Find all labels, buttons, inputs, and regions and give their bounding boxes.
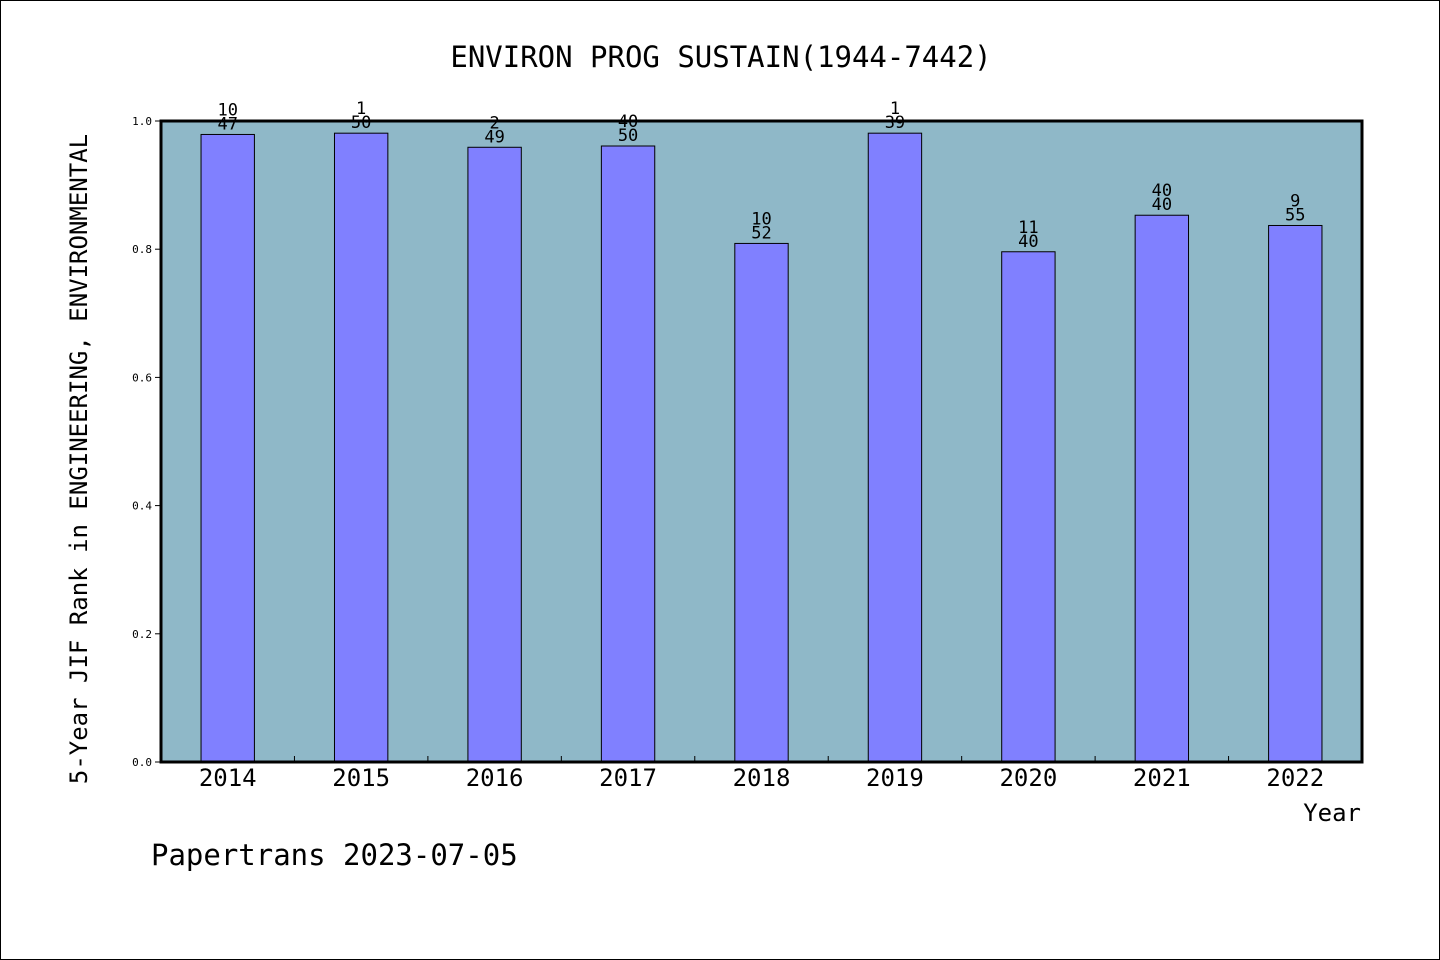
bar-label-bottom-2019: 39 bbox=[885, 113, 905, 133]
y-tick-label: 0.2 bbox=[132, 628, 152, 641]
bar-label-top-2015: 1 bbox=[356, 99, 366, 119]
x-tick-label-2017: 2017 bbox=[599, 764, 657, 792]
bar-label-bottom-2014: 47 bbox=[217, 114, 237, 134]
bar-label-bottom-2020: 40 bbox=[1018, 232, 1038, 252]
bars-layer bbox=[200, 132, 1323, 763]
bar-label-top-2021: 40 bbox=[1152, 181, 1172, 201]
y-tick-label: 1.0 bbox=[132, 115, 152, 128]
y-tick-label: 0.4 bbox=[132, 500, 152, 513]
bar-label-bottom-2017: 50 bbox=[618, 126, 638, 146]
axis-ticks-layer: 2014 2015 2016 2017 2018 2019 2020 2021 2022 0.0 0… bbox=[132, 115, 1324, 792]
bar-label-top-2022: 9 bbox=[1290, 191, 1300, 211]
bar-2018 bbox=[734, 242, 789, 763]
x-axis-label: Year bbox=[1303, 799, 1361, 827]
bar-2021 bbox=[1134, 214, 1190, 763]
y-tick-label: 0.0 bbox=[132, 756, 152, 769]
bar-label-top-2019: 1 bbox=[890, 99, 900, 119]
x-tick-label-2021: 2021 bbox=[1133, 764, 1191, 792]
bar-label-bottom-2021: 40 bbox=[1152, 195, 1172, 215]
y-axis-label: 5-Year JIF Rank in ENGINEERING, ENVIRONM… bbox=[65, 134, 93, 784]
bar-label-bottom-2022: 55 bbox=[1285, 205, 1305, 225]
bar-label-top-2020: 11 bbox=[1018, 218, 1038, 238]
x-tick-label-2019: 2019 bbox=[866, 764, 924, 792]
bar-label-bottom-2018: 52 bbox=[751, 223, 771, 243]
x-tick-label-2014: 2014 bbox=[199, 764, 257, 792]
bar-2016 bbox=[467, 146, 522, 763]
x-tick-label-2020: 2020 bbox=[999, 764, 1057, 792]
bar-label-bottom-2016: 49 bbox=[484, 127, 504, 147]
x-tick-label-2018: 2018 bbox=[733, 764, 791, 792]
chart-title: ENVIRON PROG SUSTAIN(1944-7442) bbox=[450, 40, 991, 74]
bar-label-top-2014: 10 bbox=[217, 100, 237, 120]
bar-2015 bbox=[333, 132, 389, 763]
plot-border bbox=[159, 119, 1364, 764]
bar-2019 bbox=[867, 132, 923, 763]
x-tick-label-2015: 2015 bbox=[332, 764, 390, 792]
bar-2020 bbox=[1001, 251, 1056, 763]
bar-label-bottom-2015: 50 bbox=[351, 113, 371, 133]
y-tick-label: 0.8 bbox=[132, 243, 152, 256]
bar-label-top-2016: 2 bbox=[489, 113, 499, 133]
y-tick-label: 0.6 bbox=[132, 371, 152, 384]
x-tick-label-2016: 2016 bbox=[466, 764, 524, 792]
bar-label-top-2018: 10 bbox=[751, 209, 771, 229]
footer-date-text: Papertrans 2023-07-05 bbox=[151, 838, 518, 872]
x-tick-label-2022: 2022 bbox=[1266, 764, 1324, 792]
bar-2017 bbox=[600, 145, 656, 763]
bar-2022 bbox=[1268, 224, 1323, 763]
bar-2014 bbox=[200, 133, 255, 763]
